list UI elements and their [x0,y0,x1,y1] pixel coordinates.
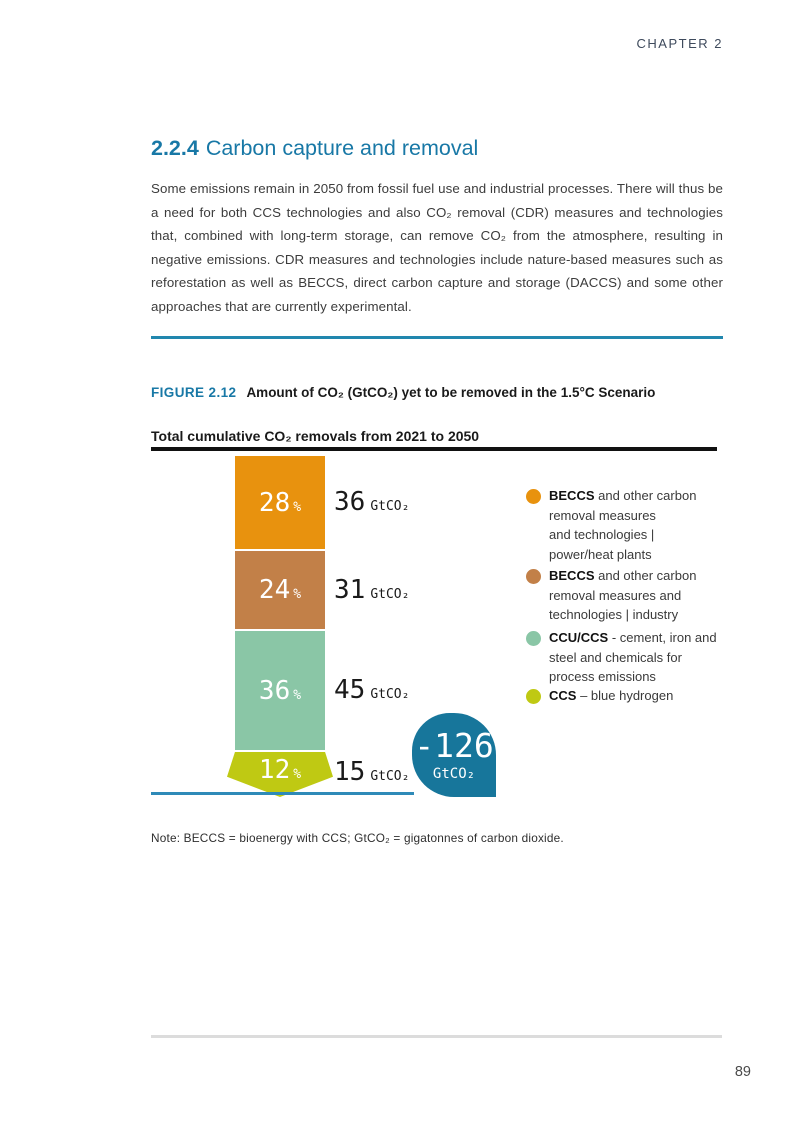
section-heading: 2.2.4 Carbon capture and removal [151,136,723,161]
chart-top-rule [151,447,717,451]
section-title: Carbon capture and removal [205,136,479,160]
legend-text: BECCS and other carbon removal measures … [549,488,697,562]
legend-text: CCS – blue hydrogen [549,688,674,703]
bar-segment-beccs-power: 28% [235,456,325,549]
figure-label: FIGURE 2.12 [151,385,237,400]
bar-segment-ccu-ccs: 36% [235,631,325,750]
legend-item-beccs-industry: BECCS and other carbon removal measures … [526,566,736,625]
legend-item-ccu-ccs: CCU/CCS - cement, iron and steel and che… [526,628,736,687]
segment-percent-label: 36% [258,675,302,706]
segment-value-label: 45 GtCO₂ [334,675,410,705]
section-divider [151,336,723,339]
bar-segment-beccs-industry: 24% [235,551,325,629]
figure-caption: FIGURE 2.12 Amount of CO₂ (GtCO₂) yet to … [151,385,723,400]
segment-percent-label: 28% [258,487,302,518]
chart-baseline [151,792,414,795]
body-paragraph: Some emissions remain in 2050 from fossi… [151,181,723,314]
section-number: 2.2.4 [151,136,199,160]
legend-item-beccs-power: BECCS and other carbon removal measures … [526,486,736,564]
bar-segment-ccs-hydrogen-arrow: 12% [227,752,333,797]
page-number: 89 [734,1064,751,1080]
total-removal-bubble: -126 GtCO₂ [412,713,496,797]
segment-value-label: 36 GtCO₂ [334,487,410,517]
chart-subtitle: Total cumulative CO₂ removals from 2021 … [151,428,480,444]
legend-dot-icon [526,569,541,584]
legend-dot-icon [526,631,541,646]
footer-divider [151,1035,722,1038]
total-value: -126 [414,726,494,765]
segment-value-label: 31 GtCO₂ [334,575,410,605]
legend-item-ccs-hydrogen: CCS – blue hydrogen [526,686,736,706]
figure-note: Note: BECCS = bioenergy with CCS; GtCO₂ … [151,831,564,845]
segment-percent-label: 12% [258,755,302,785]
legend-text: CCU/CCS - cement, iron and steel and che… [549,630,717,684]
segment-value-label: 15 GtCO₂ [334,757,410,787]
segment-percent-label: 24% [258,575,302,605]
total-unit: GtCO₂ [432,766,476,782]
figure-title: Amount of CO₂ (GtCO₂) yet to be removed … [246,385,656,400]
legend-text: BECCS and other carbon removal measures … [549,568,697,622]
chapter-header: CHAPTER 2 [636,36,723,51]
legend-dot-icon [526,489,541,504]
legend-dot-icon [526,689,541,704]
